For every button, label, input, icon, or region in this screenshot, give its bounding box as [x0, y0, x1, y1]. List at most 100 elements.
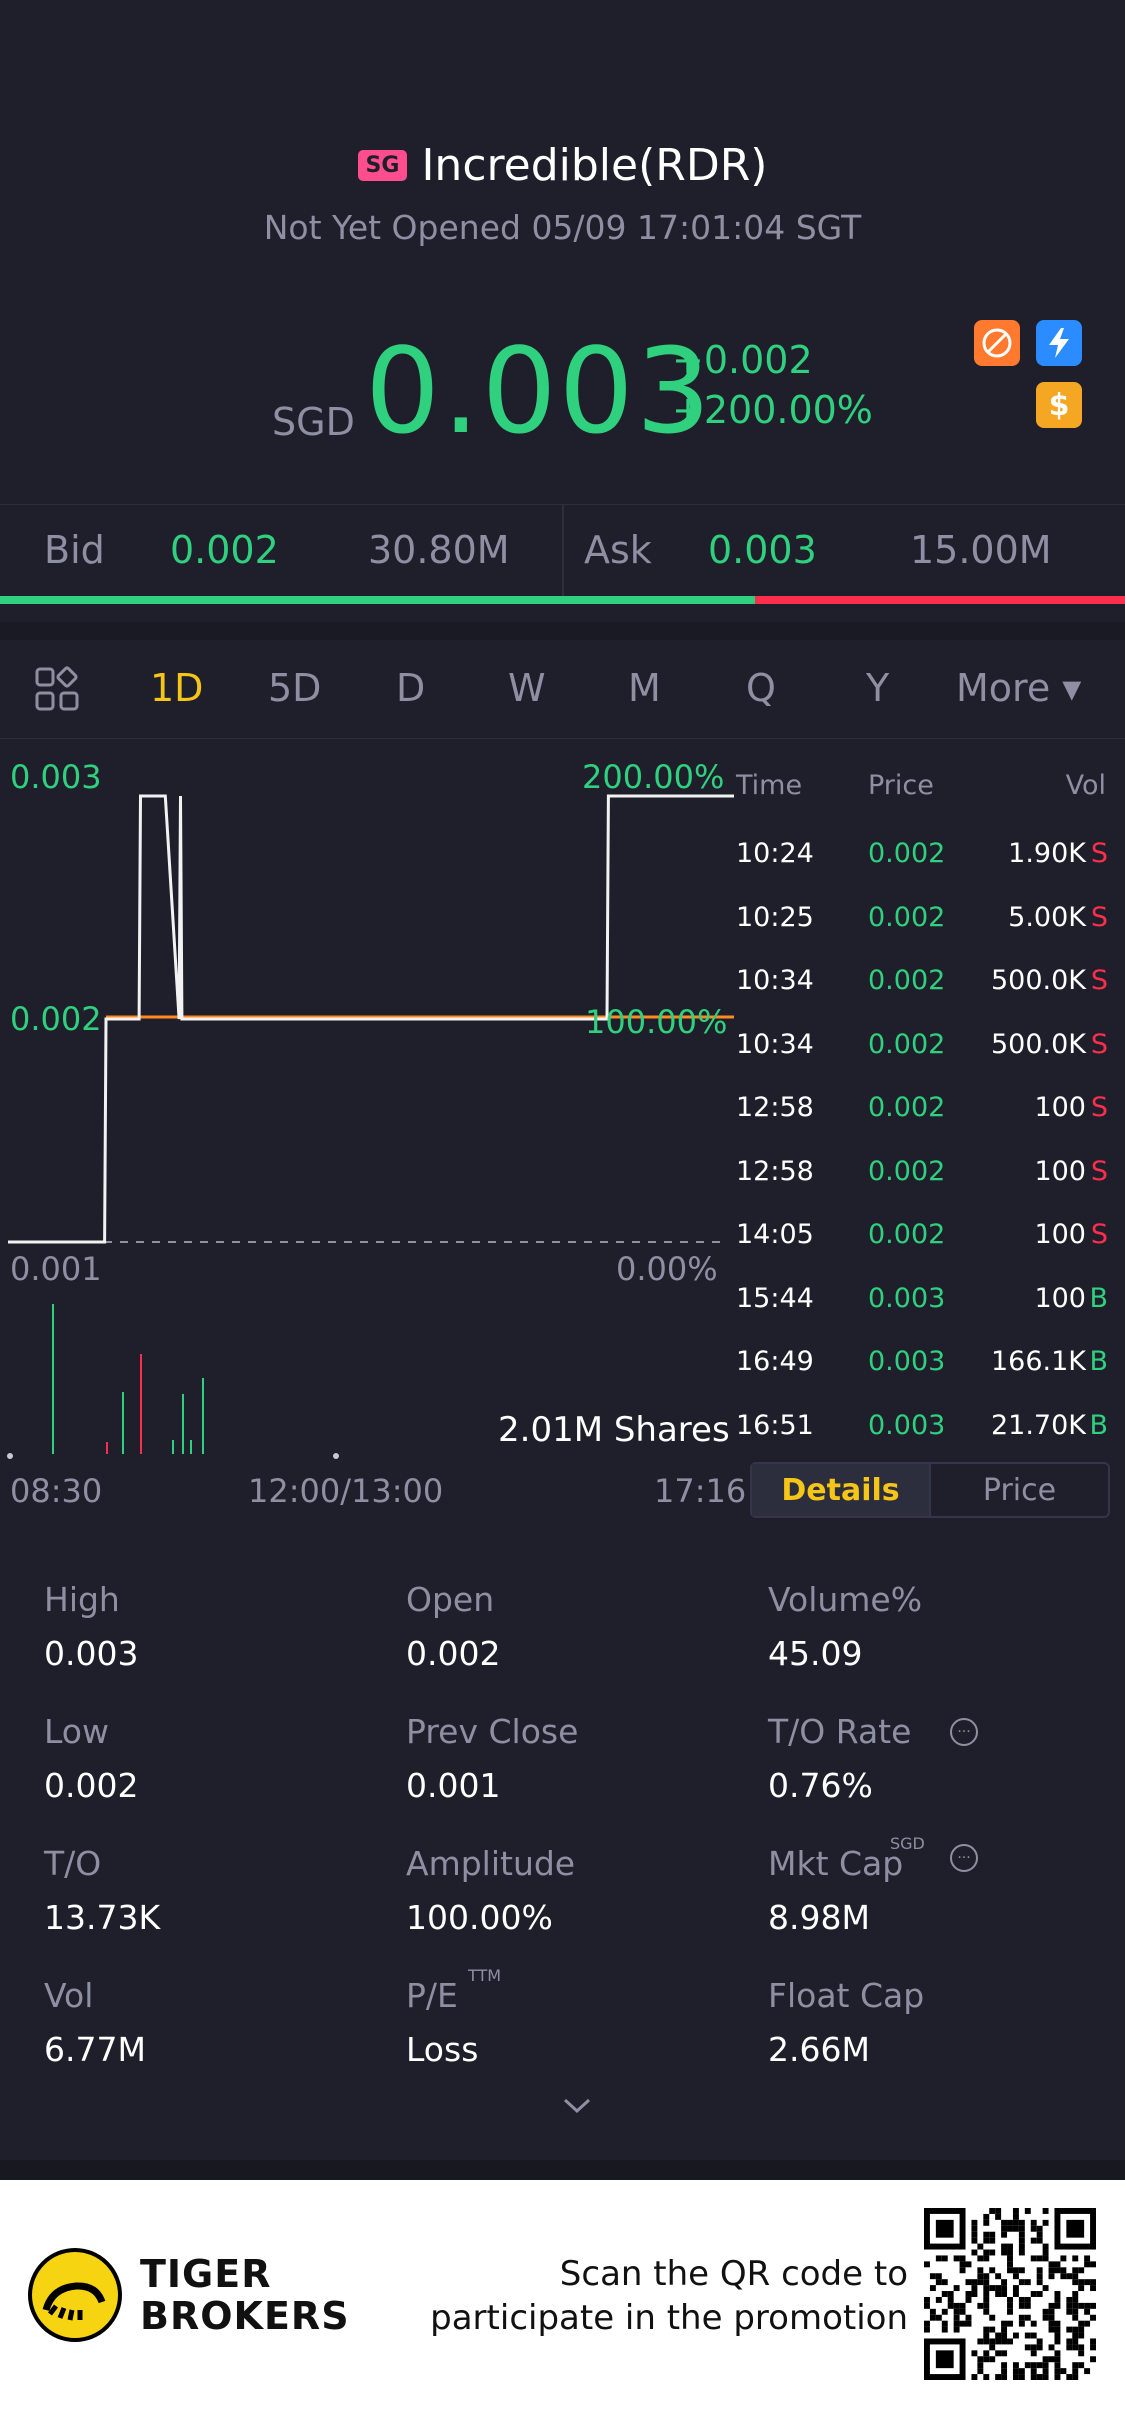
- qr-module: [1018, 2219, 1025, 2226]
- qr-module: [983, 2231, 990, 2238]
- trade-time: 14:05: [736, 1219, 814, 1250]
- qr-module: [1012, 2362, 1019, 2369]
- qr-module: [1084, 2320, 1091, 2327]
- qr-module: [1066, 2273, 1073, 2280]
- qr-module: [1072, 2314, 1079, 2321]
- qr-module: [977, 2243, 984, 2250]
- time-marker: [7, 1453, 13, 1459]
- turnover-rate-info-icon[interactable]: ···: [950, 1718, 978, 1746]
- qr-module: [1048, 2261, 1055, 2268]
- trade-volume: 100: [1034, 1219, 1086, 1250]
- qr-module: [1030, 2350, 1037, 2357]
- qr-module: [1001, 2249, 1008, 2256]
- turnover-rate-value: 0.76%: [768, 1766, 873, 1805]
- qr-module: [995, 2332, 1002, 2339]
- qr-module: [1018, 2267, 1025, 2274]
- qr-module: [1012, 2219, 1019, 2226]
- tab-w[interactable]: W: [508, 666, 546, 710]
- qr-module: [1054, 2368, 1061, 2375]
- tab-more[interactable]: More ▾: [956, 666, 1082, 710]
- promo-text-line1: Scan the QR code to: [559, 2254, 908, 2294]
- expand-chevron-icon[interactable]: [562, 2096, 592, 2120]
- no-short-icon[interactable]: [974, 320, 1020, 366]
- details-tab[interactable]: Details: [752, 1464, 931, 1516]
- pct-axis-mid-label: 100.00%: [585, 1003, 728, 1041]
- tab-m[interactable]: M: [628, 666, 661, 710]
- prev-close-label: Prev Close: [406, 1712, 579, 1751]
- price-change: +0.002: [672, 338, 813, 382]
- qr-module: [1036, 2225, 1043, 2232]
- qr-module: [1007, 2219, 1013, 2226]
- qr-module: [989, 2237, 996, 2244]
- qr-module: [1054, 2291, 1061, 2297]
- qr-module: [959, 2302, 966, 2309]
- qr-module: [1012, 2285, 1019, 2292]
- chart-layout-icon[interactable]: [34, 666, 80, 712]
- time-mid-label: 12:00/13:00: [248, 1472, 444, 1510]
- qr-module: [1090, 2338, 1096, 2345]
- turnover-value: 13.73K: [44, 1898, 161, 1937]
- tab-d[interactable]: D: [396, 666, 426, 710]
- tab-5d[interactable]: 5D: [268, 666, 322, 710]
- qr-module: [1030, 2344, 1037, 2351]
- trade-time: 10:34: [736, 965, 814, 996]
- volume-label: 2.01M Shares: [498, 1410, 730, 1450]
- qr-module: [1054, 2362, 1061, 2369]
- tab-q[interactable]: Q: [746, 666, 776, 710]
- qr-module: [1012, 2267, 1019, 2274]
- section-separator: [0, 2160, 1125, 2180]
- qr-module: [983, 2338, 990, 2345]
- qr-module: [971, 2291, 978, 2297]
- currency-label: SGD: [272, 400, 355, 444]
- qr-module: [1042, 2255, 1049, 2262]
- qr-module: [983, 2308, 990, 2315]
- qr-module: [995, 2374, 1002, 2380]
- qr-module: [1072, 2308, 1079, 2315]
- qr-module: [1007, 2267, 1013, 2274]
- market-cap-info-icon[interactable]: ···: [950, 1844, 978, 1872]
- qr-module: [929, 2285, 936, 2292]
- qr-finder: [935, 2350, 954, 2369]
- qr-module: [959, 2261, 966, 2268]
- qr-code[interactable]: [924, 2208, 1096, 2380]
- trade-volume: 500.0K: [990, 965, 1086, 996]
- trade-side: B: [1089, 1282, 1108, 1314]
- details-price-toggle[interactable]: Details Price: [750, 1462, 1110, 1518]
- qr-module: [1072, 2368, 1079, 2375]
- flash-icon[interactable]: [1036, 320, 1082, 366]
- turnover-rate-label: T/O Rate: [768, 1712, 912, 1751]
- trade-row: 16:49 0.003 166.1K B: [736, 1346, 1108, 1386]
- qr-module: [1078, 2344, 1085, 2351]
- qr-module: [1030, 2320, 1037, 2327]
- dollar-icon[interactable]: $: [1036, 382, 1082, 428]
- qr-module: [1054, 2320, 1061, 2327]
- qr-module: [977, 2362, 984, 2369]
- stock-name[interactable]: Incredible(RDR): [421, 140, 768, 191]
- price-tab[interactable]: Price: [982, 1472, 1057, 1508]
- qr-module: [1048, 2273, 1055, 2280]
- qr-module: [1054, 2356, 1061, 2363]
- trade-side: S: [1090, 901, 1108, 933]
- tab-1d[interactable]: 1D: [150, 666, 204, 710]
- qr-module: [1036, 2338, 1043, 2345]
- tab-y[interactable]: Y: [866, 666, 890, 710]
- qr-module: [965, 2320, 972, 2327]
- qr-module: [1072, 2332, 1079, 2339]
- y-axis-mid-label: 0.002: [10, 1000, 102, 1038]
- qr-module: [983, 2213, 990, 2220]
- qr-module: [1066, 2338, 1073, 2345]
- qr-module: [971, 2279, 978, 2286]
- brand-name-line1: TIGER: [140, 2252, 272, 2296]
- qr-module: [971, 2225, 978, 2232]
- market-badge: SG: [357, 150, 408, 181]
- qr-module: [1066, 2344, 1073, 2351]
- qr-module: [1001, 2225, 1008, 2232]
- qr-module: [1036, 2374, 1043, 2380]
- qr-module: [953, 2326, 960, 2333]
- qr-module: [1012, 2213, 1019, 2220]
- qr-module: [1054, 2326, 1061, 2333]
- qr-module: [1078, 2320, 1085, 2327]
- qr-module: [1036, 2279, 1043, 2286]
- intraday-chart[interactable]: [0, 740, 740, 1460]
- qr-module: [924, 2261, 930, 2268]
